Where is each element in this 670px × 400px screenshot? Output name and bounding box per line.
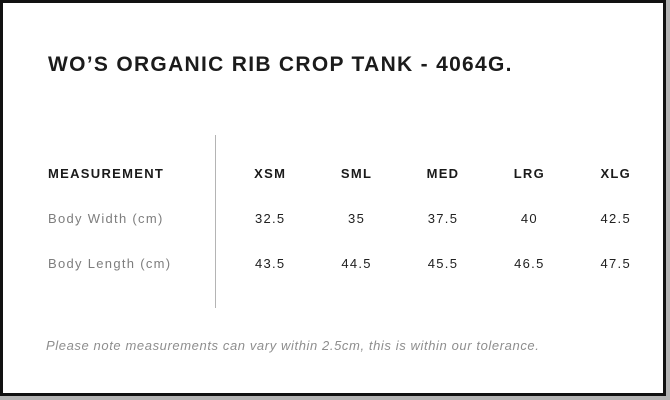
column-header-lrg: LRG <box>513 166 546 181</box>
body-width-lrg-value: 40 <box>520 211 538 226</box>
table-row-body-length: Body Length (cm) 43.5 44.5 45.5 46.5 47.… <box>48 241 659 286</box>
row-label-body-length: Body Length (cm) <box>48 256 172 271</box>
body-length-med-value: 45.5 <box>427 256 459 271</box>
column-header-measurement: MEASUREMENT <box>48 166 165 181</box>
column-header-xlg: XLG <box>600 166 632 181</box>
row-label-body-width: Body Width (cm) <box>48 211 164 226</box>
body-length-xsm-value: 43.5 <box>254 256 286 271</box>
table-header-row: MEASUREMENT XSM SML MED LRG XLG <box>48 151 659 196</box>
table-row-body-width: Body Width (cm) 32.5 35 37.5 40 42.5 <box>48 196 659 241</box>
tolerance-note: Please note measurements can vary within… <box>46 338 540 353</box>
body-length-sml-value: 44.5 <box>341 256 372 271</box>
column-header-sml: SML <box>340 166 373 181</box>
body-length-lrg-value: 46.5 <box>514 256 545 271</box>
body-width-xsm-value: 32.5 <box>254 211 286 226</box>
column-header-xsm: XSM <box>254 166 287 181</box>
vertical-divider <box>215 135 216 308</box>
body-width-sml-value: 35 <box>348 211 366 226</box>
body-width-xlg-value: 42.5 <box>600 211 632 226</box>
body-width-med-value: 37.5 <box>427 211 459 226</box>
page-title: WO’S ORGANIC RIB CROP TANK - 4064G. <box>48 53 513 76</box>
column-header-med: MED <box>426 166 460 181</box>
size-chart-table: MEASUREMENT XSM SML MED LRG XLG Body Wid… <box>48 135 659 308</box>
body-length-xlg-value: 47.5 <box>600 256 632 271</box>
